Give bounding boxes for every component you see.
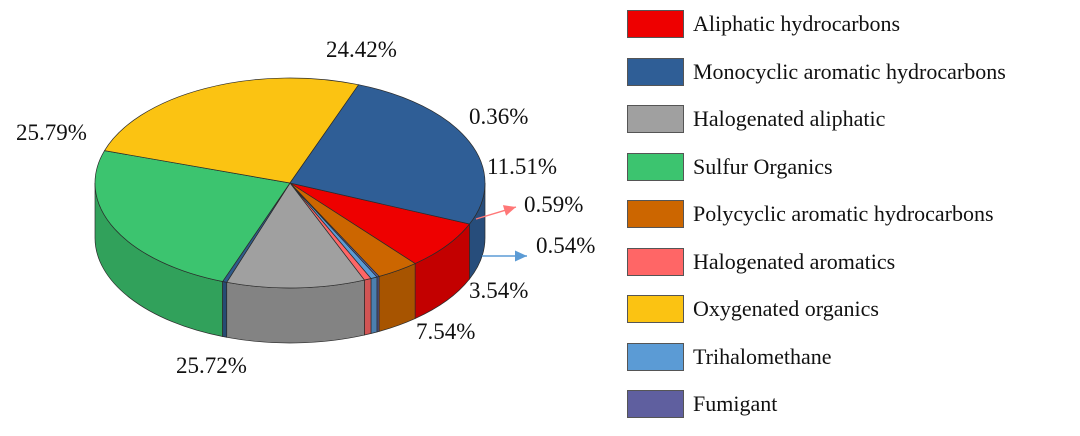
legend-label: Fumigant — [693, 391, 778, 416]
legend-swatch — [627, 295, 684, 323]
slice-halogenated-aliphatic — [226, 182, 365, 289]
legend-swatch — [627, 105, 684, 133]
slice-sulfur-organics — [94, 150, 291, 282]
slice-label-monocyclic-aromatic-hydrocarbons: 25.72% — [176, 353, 247, 378]
legend-label: Halogenated aliphatic — [693, 106, 886, 131]
legend-item-halogenated-aromatics: Halogenated aromatics — [627, 246, 1077, 294]
slice-oxygenated-organics — [103, 77, 360, 184]
slice-monocyclic-aromatic-hydrocarbons — [289, 84, 486, 225]
pie-slices-group — [94, 77, 486, 344]
legend-swatch — [627, 10, 684, 38]
label-arrows-group — [475, 205, 527, 262]
slice-label-aliphatic-hydrocarbons: 7.54% — [416, 319, 475, 344]
legend-item-sulfur-organics: Sulfur Organics — [627, 151, 1077, 199]
legend-item-aliphatic-hydrocarbons: Aliphatic hydrocarbons — [627, 8, 1077, 56]
arrow-trihalomethane — [482, 250, 527, 262]
slice-side-unlabeled — [222, 281, 228, 338]
legend-item-fumigant: Fumigant — [627, 388, 1077, 436]
slice-labels-group: 7.54% 3.54% 0.54% 0.59% 11.51% 0.36% 24.42% 25.… — [16, 37, 595, 378]
legend-item-monocyclic-aromatic-hydrocarbons: Monocyclic aromatic hydrocarbons — [627, 56, 1077, 104]
slice-label-trihalomethane: 0.54% — [536, 233, 595, 258]
slice-label-oxygenated-organics: 25.79% — [16, 120, 87, 145]
legend-item-halogenated-aliphatic: Halogenated aliphatic — [627, 103, 1077, 151]
legend-item-oxygenated-organics: Oxygenated organics — [627, 293, 1077, 341]
slice-label-polycyclic-aromatic-hydrocarbons: 3.54% — [469, 278, 528, 303]
pie-chart: 7.54% 3.54% 0.54% 0.59% 11.51% 0.36% 24.42% 25.… — [16, 37, 595, 378]
legend-item-trihalomethane: Trihalomethane — [627, 341, 1077, 389]
legend-swatch — [627, 152, 684, 181]
legend-item-polycyclic-aromatic-hydrocarbons: Polycyclic aromatic hydrocarbons — [627, 198, 1077, 246]
legend-label: Aliphatic hydrocarbons — [693, 11, 901, 36]
legend-label: Trihalomethane — [693, 343, 832, 369]
slice-label-halogenated-aliphatic: 11.51% — [487, 154, 557, 179]
legend-swatch — [627, 57, 684, 86]
legend-swatch — [627, 247, 684, 276]
legend-label: Polycyclic aromatic hydrocarbons — [693, 201, 994, 226]
slice-side-halogenated-aliphatic — [226, 279, 365, 344]
legend-swatch — [627, 390, 684, 418]
slice-side-halogenated-aromatics — [364, 278, 372, 336]
arrow-halogenated-aromatics — [475, 205, 517, 220]
legend: Aliphatic hydrocarbons Monocyclic aromat… — [627, 8, 1077, 436]
slice-side-trihalomethane — [370, 276, 378, 334]
slice-label-sulfur-organics: 24.42% — [326, 37, 397, 62]
legend-label: Monocyclic aromatic hydrocarbons — [693, 58, 1006, 84]
slice-label-halogenated-aromatics: 0.59% — [524, 192, 583, 217]
legend-swatch — [627, 200, 684, 228]
legend-swatch — [627, 342, 684, 371]
slice-label-unlabeled: 0.36% — [469, 104, 528, 129]
legend-label: Sulfur Organics — [693, 153, 833, 179]
legend-label: Halogenated aromatics — [693, 248, 896, 274]
legend-label: Oxygenated organics — [693, 296, 879, 321]
